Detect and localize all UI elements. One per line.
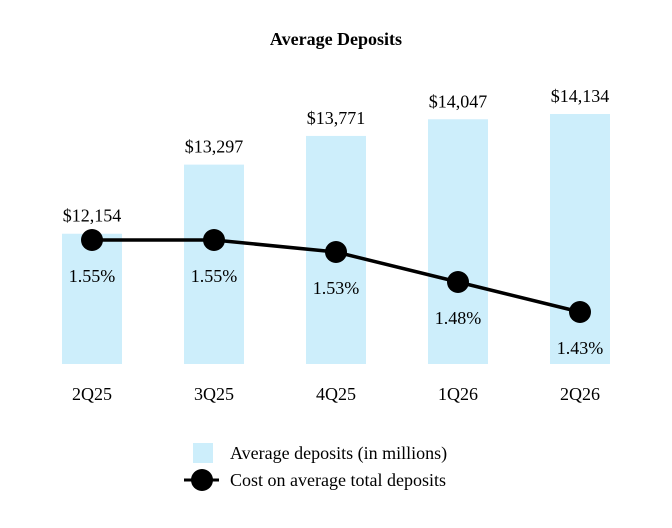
legend-swatch-marker <box>191 469 213 491</box>
legend-label-bars: Average deposits (in millions) <box>230 443 447 464</box>
cost-point-2q26 <box>569 301 591 323</box>
tick-label-3q25: 3Q25 <box>194 384 234 404</box>
category-axis-labels: 2Q25 3Q25 4Q25 1Q26 2Q26 <box>72 384 600 404</box>
cost-label-4q25: 1.53% <box>313 278 360 298</box>
tick-label-4q25: 4Q25 <box>316 384 356 404</box>
line-value-labels: 1.55% 1.55% 1.53% 1.48% 1.43% <box>69 266 604 358</box>
tick-label-1q26: 1Q26 <box>438 384 478 404</box>
line-series <box>81 229 591 323</box>
bar-label-4q25: $13,771 <box>307 108 366 128</box>
legend-swatch-bars <box>193 443 213 463</box>
legend-label-line: Cost on average total deposits <box>230 470 446 490</box>
bar-label-1q26: $14,047 <box>429 91 488 111</box>
bar-1q26 <box>428 119 488 364</box>
cost-point-3q25 <box>203 229 225 251</box>
cost-label-1q26: 1.48% <box>435 308 482 328</box>
cost-label-3q25: 1.55% <box>191 266 238 286</box>
cost-label-2q26: 1.43% <box>557 338 604 358</box>
bar-label-3q25: $13,297 <box>185 137 244 157</box>
bar-2q25 <box>62 233 122 364</box>
cost-label-2q25: 1.55% <box>69 266 116 286</box>
cost-point-4q25 <box>325 241 347 263</box>
cost-point-1q26 <box>447 271 469 293</box>
tick-label-2q26: 2Q26 <box>560 384 600 404</box>
chart-title: Average Deposits <box>270 29 402 49</box>
bar-label-2q26: $14,134 <box>551 86 610 106</box>
bar-value-labels: $12,154 $13,297 $13,771 $14,047 $14,134 <box>63 86 610 226</box>
bar-3q25 <box>184 164 244 364</box>
cost-point-2q25 <box>81 229 103 251</box>
bar-2q26 <box>550 114 610 364</box>
bar-label-2q25: $12,154 <box>63 206 122 226</box>
legend: Average deposits (in millions) Cost on a… <box>184 443 447 491</box>
tick-label-2q25: 2Q25 <box>72 384 112 404</box>
